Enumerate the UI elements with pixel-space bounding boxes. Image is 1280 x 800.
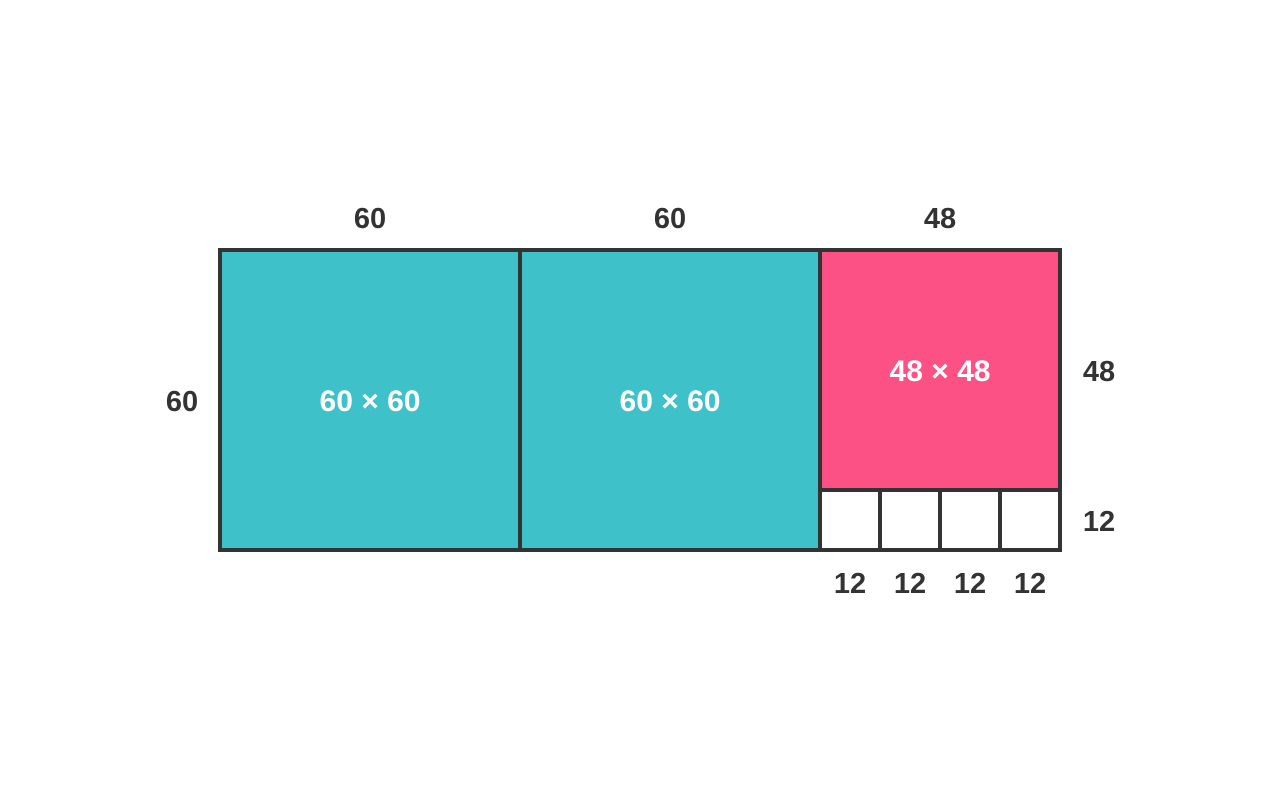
top-label-first: 60 [354, 203, 386, 235]
cell-label-large-second: 60 × 60 [620, 385, 721, 418]
bottom-label-second: 12 [894, 568, 926, 600]
square-60x60-second [518, 248, 822, 552]
cell-label-large-first: 60 × 60 [320, 385, 421, 418]
bottom-label-fourth: 12 [1014, 568, 1046, 600]
right-label-upper: 48 [1083, 356, 1115, 388]
square-12x12-first [818, 488, 882, 552]
square-12x12-fourth [998, 488, 1062, 552]
right-label-lower: 12 [1083, 506, 1115, 538]
square-12x12-second [878, 488, 942, 552]
square-60x60-first [218, 248, 522, 552]
square-12x12-third [938, 488, 1002, 552]
cell-label-medium: 48 × 48 [890, 355, 991, 388]
square-48x48 [818, 248, 1062, 492]
top-label-second: 60 [654, 203, 686, 235]
top-label-third: 48 [924, 203, 956, 235]
bottom-label-third: 12 [954, 568, 986, 600]
bottom-label-first: 12 [834, 568, 866, 600]
left-label: 60 [166, 386, 198, 418]
